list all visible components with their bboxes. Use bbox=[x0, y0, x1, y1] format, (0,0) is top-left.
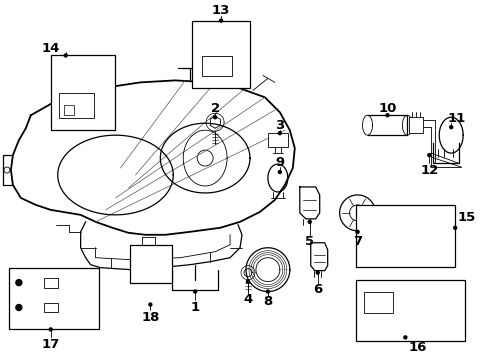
Circle shape bbox=[427, 154, 430, 157]
Text: 13: 13 bbox=[211, 4, 230, 17]
Text: 12: 12 bbox=[419, 163, 438, 176]
Bar bbox=[363, 292, 393, 314]
Text: 4: 4 bbox=[243, 293, 252, 306]
Text: 11: 11 bbox=[447, 112, 466, 125]
Text: 7: 7 bbox=[352, 235, 362, 248]
Text: 1: 1 bbox=[190, 301, 199, 314]
Bar bbox=[44, 302, 58, 312]
Bar bbox=[267, 133, 287, 147]
Circle shape bbox=[449, 126, 452, 129]
Circle shape bbox=[49, 328, 52, 331]
Circle shape bbox=[403, 336, 406, 339]
Circle shape bbox=[193, 290, 196, 293]
Text: 5: 5 bbox=[305, 235, 314, 248]
Circle shape bbox=[278, 171, 281, 174]
Text: 17: 17 bbox=[41, 338, 60, 351]
Circle shape bbox=[355, 230, 358, 233]
Text: 6: 6 bbox=[312, 283, 322, 296]
Bar bbox=[63, 105, 74, 115]
Circle shape bbox=[16, 305, 22, 310]
Bar bbox=[355, 205, 454, 267]
Bar bbox=[355, 280, 464, 341]
Circle shape bbox=[16, 280, 22, 285]
Text: 8: 8 bbox=[263, 295, 272, 308]
Bar bbox=[130, 245, 172, 283]
Text: 9: 9 bbox=[275, 156, 284, 168]
Text: 15: 15 bbox=[457, 211, 475, 224]
Bar bbox=[59, 93, 93, 118]
Circle shape bbox=[64, 54, 67, 57]
Text: 10: 10 bbox=[378, 102, 396, 115]
Bar bbox=[408, 117, 423, 133]
Bar bbox=[44, 278, 58, 288]
Circle shape bbox=[385, 114, 388, 117]
Circle shape bbox=[278, 132, 281, 135]
Circle shape bbox=[266, 290, 269, 293]
Bar bbox=[192, 21, 249, 88]
Bar bbox=[9, 268, 99, 329]
Circle shape bbox=[219, 19, 222, 22]
Bar bbox=[202, 57, 232, 76]
Circle shape bbox=[316, 271, 319, 274]
Bar bbox=[51, 55, 115, 130]
Circle shape bbox=[453, 226, 456, 229]
Circle shape bbox=[148, 303, 152, 306]
Text: 14: 14 bbox=[41, 42, 60, 55]
Text: 16: 16 bbox=[407, 341, 426, 354]
Text: 3: 3 bbox=[275, 119, 284, 132]
Circle shape bbox=[246, 280, 249, 283]
Circle shape bbox=[307, 220, 310, 223]
Circle shape bbox=[213, 116, 216, 119]
Text: 2: 2 bbox=[210, 102, 219, 115]
Text: 18: 18 bbox=[141, 311, 159, 324]
